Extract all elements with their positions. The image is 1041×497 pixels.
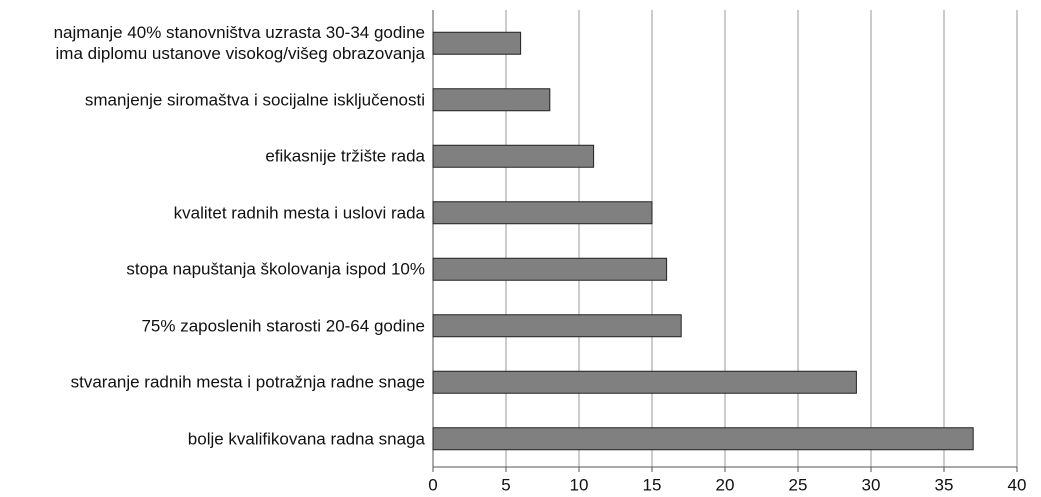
x-tick-label: 40	[1008, 475, 1027, 494]
y-tick-label: bolje kvalifikovana radna snaga	[187, 429, 425, 449]
bar	[432, 427, 974, 451]
bar	[432, 370, 857, 394]
bar	[432, 88, 551, 112]
bar	[432, 31, 522, 55]
bar	[432, 144, 595, 168]
y-tick-label: najmanje 40% stanovništva uzrasta 30-34 …	[53, 23, 425, 64]
y-tick-label: stvaranje radnih mesta i potražnja radne…	[70, 372, 425, 392]
x-tick-label: 15	[643, 475, 662, 494]
x-tick-label: 25	[789, 475, 808, 494]
x-tick-label: 30	[862, 475, 881, 494]
x-tick-label: 20	[716, 475, 735, 494]
x-tick-label: 10	[570, 475, 589, 494]
bar	[432, 257, 668, 281]
bar	[432, 314, 682, 338]
x-tick-label: 0	[428, 475, 437, 494]
x-tick-label: 35	[935, 475, 954, 494]
x-tick-label: 5	[501, 475, 510, 494]
y-tick-label: 75% zaposlenih starosti 20-64 godine	[141, 316, 425, 336]
bar	[432, 201, 653, 225]
y-tick-label: smanjenje siromaštva i socijalne isključ…	[84, 90, 425, 110]
y-tick-label: efikasnije tržište rada	[265, 146, 425, 166]
y-tick-label: kvalitet radnih mesta i uslovi rada	[173, 203, 425, 223]
y-tick-label: stopa napuštanja školovanja ispod 10%	[126, 259, 425, 279]
